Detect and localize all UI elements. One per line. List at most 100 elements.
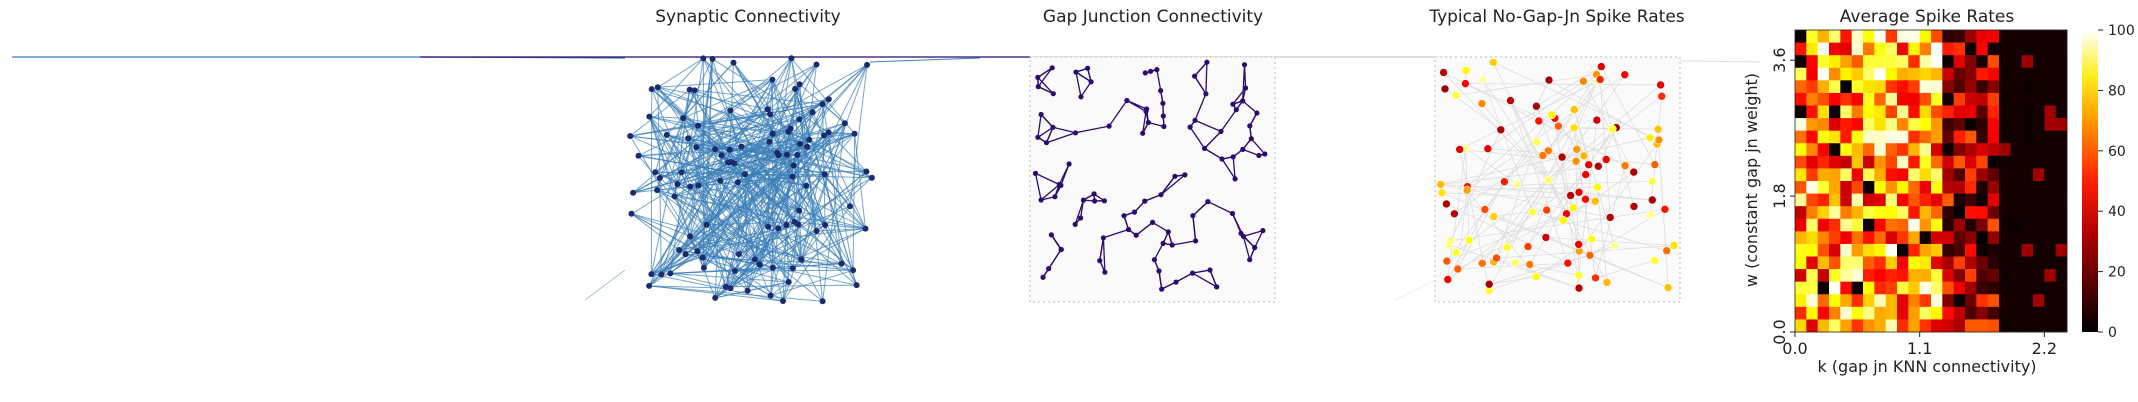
neuron-rate-node	[1566, 191, 1575, 200]
neuron-node	[769, 130, 776, 137]
synapse-edge	[734, 141, 770, 164]
heatmap-cell	[1817, 193, 1830, 207]
synapse-edge	[1493, 62, 1660, 141]
synapse-edge	[703, 141, 770, 269]
heatmap-cell	[2010, 80, 2022, 94]
heatmap-cell	[1897, 143, 1909, 157]
heatmap-cell	[1908, 67, 1920, 81]
heatmap-cell	[1885, 168, 1898, 182]
heatmap-cell	[1885, 281, 1898, 295]
neuron-node	[1072, 221, 1078, 227]
neuron-node	[1219, 156, 1225, 162]
heatmap-cell	[1829, 231, 1841, 245]
colorbar-tick-label: 100	[2108, 23, 2135, 39]
heatmap-cell	[1795, 306, 1807, 320]
neuron-node	[809, 109, 816, 116]
neuron-rate-node	[1484, 279, 1494, 289]
neuron-node	[654, 84, 661, 91]
heatmap-cell	[2033, 256, 2045, 270]
neuron-rate-node	[1531, 272, 1541, 282]
heatmap-cell	[1919, 67, 1932, 81]
panel-average-rates: Average Spike Rates 0.0 1.1 2.2 0.0 1.8 3.6 k…	[1742, 7, 2135, 376]
panel-synaptic: Synaptic Connectivity	[627, 7, 875, 305]
neuron-node	[646, 282, 653, 289]
neuron-node	[751, 256, 758, 263]
heatmap-cell	[2021, 55, 2034, 69]
neuron-rate-node	[1557, 152, 1567, 162]
heatmap-cell	[1919, 294, 1932, 308]
heatmap-cell	[2044, 105, 2056, 119]
synapse-edge	[659, 177, 662, 275]
heatmap-cell	[1829, 294, 1841, 308]
heatmap-cell	[2033, 231, 2045, 245]
heatmap-cell	[1851, 155, 1864, 169]
neuron-node	[1101, 198, 1107, 204]
heatmap-cell	[1806, 168, 1818, 182]
synapse-edge	[801, 230, 818, 260]
synapse-edge	[657, 87, 790, 283]
neuron-node	[767, 292, 774, 299]
neuron-rate-node	[1523, 242, 1533, 251]
heatmap-cell	[1885, 243, 1898, 257]
synapse-edge	[1554, 118, 1580, 289]
neuron-rate-node	[1442, 256, 1452, 266]
heatmap-cell	[1874, 294, 1886, 308]
heatmap-cell	[1999, 130, 2011, 144]
heatmap-cell	[2055, 306, 2068, 320]
heatmap-cell	[2044, 269, 2056, 282]
heatmap-cell	[1908, 55, 1920, 69]
neuron-node	[1189, 270, 1196, 276]
neuron-node	[1218, 128, 1224, 134]
heatmap-cell	[1851, 231, 1864, 245]
heatmap-cell	[1806, 80, 1818, 94]
heatmap-cell	[1863, 130, 1875, 144]
synapse-edge	[792, 228, 866, 269]
gap-edge	[1045, 127, 1054, 143]
synapse-edge	[1447, 239, 1470, 280]
synapse-edge	[659, 177, 760, 265]
synapse-edge	[1595, 165, 1626, 279]
synapse-edge	[1573, 109, 1615, 247]
heatmap-cell	[1874, 30, 1886, 43]
heatmap-cell	[1976, 306, 1988, 320]
heatmap-cell	[1897, 294, 1909, 308]
neuron-rate-node	[1528, 207, 1537, 217]
synapse-edge	[1547, 81, 1598, 152]
synapse-edge	[744, 174, 774, 268]
heatmap-cell	[1908, 319, 1920, 333]
heatmap-cell	[1942, 55, 1954, 69]
heatmap-cell	[1953, 67, 1966, 81]
neuron-node	[1080, 197, 1087, 203]
neuron-rate-node	[1437, 188, 1447, 198]
heatmap-cell	[1953, 218, 1966, 232]
gap-edge	[1194, 119, 1222, 132]
synapse-edge	[822, 103, 846, 124]
heatmap-cell	[1840, 193, 1852, 207]
heatmap-cell	[2021, 92, 2034, 106]
neuron-rate-node	[1593, 182, 1602, 192]
heatmap-cell	[1829, 218, 1841, 232]
heatmap-cell	[1874, 256, 1886, 270]
heatmap-cell	[1840, 281, 1852, 295]
heatmap-cell	[1851, 306, 1864, 320]
neuron-rate-node	[1532, 137, 1541, 147]
neuron-node	[1145, 119, 1151, 126]
heatmap-cell	[2033, 92, 2045, 106]
neuron-rate-node	[1538, 151, 1548, 160]
heatmap-cell	[1953, 181, 1966, 194]
heatmap-cell	[1863, 193, 1875, 207]
heatmap-cell	[2021, 281, 2034, 295]
heatmap-cell	[1874, 193, 1886, 207]
synapse-edge	[660, 79, 773, 275]
synapse-edge	[1443, 72, 1574, 209]
synapse-edge	[1466, 189, 1537, 278]
heatmap-cell	[2033, 281, 2045, 295]
synapse-edge	[689, 110, 731, 237]
synaptic-title: Synaptic Connectivity	[655, 7, 841, 27]
heatmap-cell	[1965, 243, 1977, 257]
heatmap-cell	[1999, 55, 2011, 69]
synapse-edge	[1506, 74, 1626, 248]
gap-edge	[1250, 138, 1266, 155]
gap-edge	[1074, 199, 1085, 225]
